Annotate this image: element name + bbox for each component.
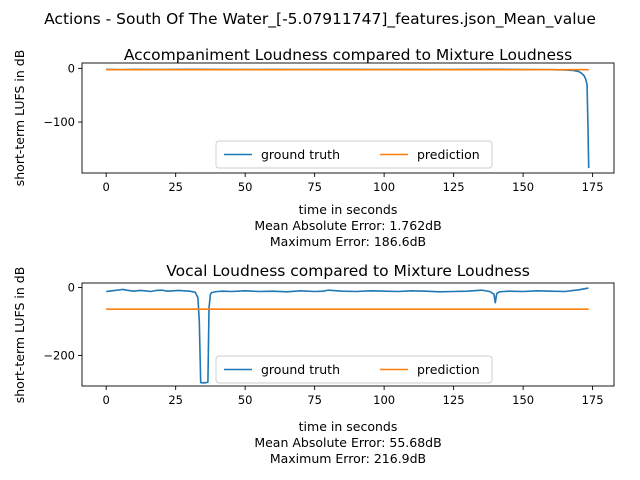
y-tick-label: 0 [68,61,75,75]
accompaniment-chart: Accompaniment Loudness compared to Mixtu… [12,46,615,249]
x-tick-label: 25 [168,180,183,194]
x-axis-label: time in seconds [299,202,398,217]
y-tick-label: −200 [43,348,75,362]
y-axis-label: short-term LUFS in dB [12,50,27,187]
y-tick-label: 0 [68,280,75,294]
legend-label: prediction [417,147,480,162]
x-tick-label: 125 [443,393,465,407]
x-tick-label: 25 [168,393,183,407]
error-note: Maximum Error: 216.9dB [270,451,426,466]
x-tick-label: 75 [307,180,322,194]
legend: ground truth prediction [215,355,493,384]
y-axis-label: short-term LUFS in dB [12,267,27,404]
legend-label: ground truth [261,362,340,377]
series-group [106,287,589,384]
axes-frame [81,282,615,387]
series-line-ground-truth [106,287,589,384]
x-tick-label: 100 [373,180,395,194]
x-tick-label: 175 [582,180,604,194]
x-tick-label: 175 [582,393,604,407]
error-note: Maximum Error: 186.6dB [270,234,426,249]
legend-label: prediction [417,362,480,377]
error-note: Mean Absolute Error: 55.68dB [254,435,441,450]
series-group [106,68,590,169]
x-tick-label: 50 [238,180,253,194]
y-tick-label: −100 [43,115,75,129]
x-tick-label: 125 [443,180,465,194]
x-axis-label: time in seconds [299,419,398,434]
legend: ground truth prediction [215,140,493,169]
axes-frame [81,62,615,174]
x-tick-label: 0 [103,180,110,194]
x-tick-label: 100 [373,393,395,407]
chart-title: Vocal Loudness compared to Mixture Loudn… [166,262,530,280]
legend-box [215,140,493,169]
x-tick-label: 75 [307,393,322,407]
error-note: Mean Absolute Error: 1.762dB [254,218,441,233]
figure-suptitle: Actions - South Of The Water_[-5.0791174… [44,10,596,29]
legend-box [215,355,493,384]
chart-title: Accompaniment Loudness compared to Mixtu… [124,46,572,64]
vocal-chart: Vocal Loudness compared to Mixture Loudn… [12,262,615,466]
x-tick-label: 0 [103,393,110,407]
x-tick-label: 150 [512,180,534,194]
legend-label: ground truth [261,147,340,162]
x-tick-label: 150 [512,393,534,407]
x-tick-label: 50 [238,393,253,407]
